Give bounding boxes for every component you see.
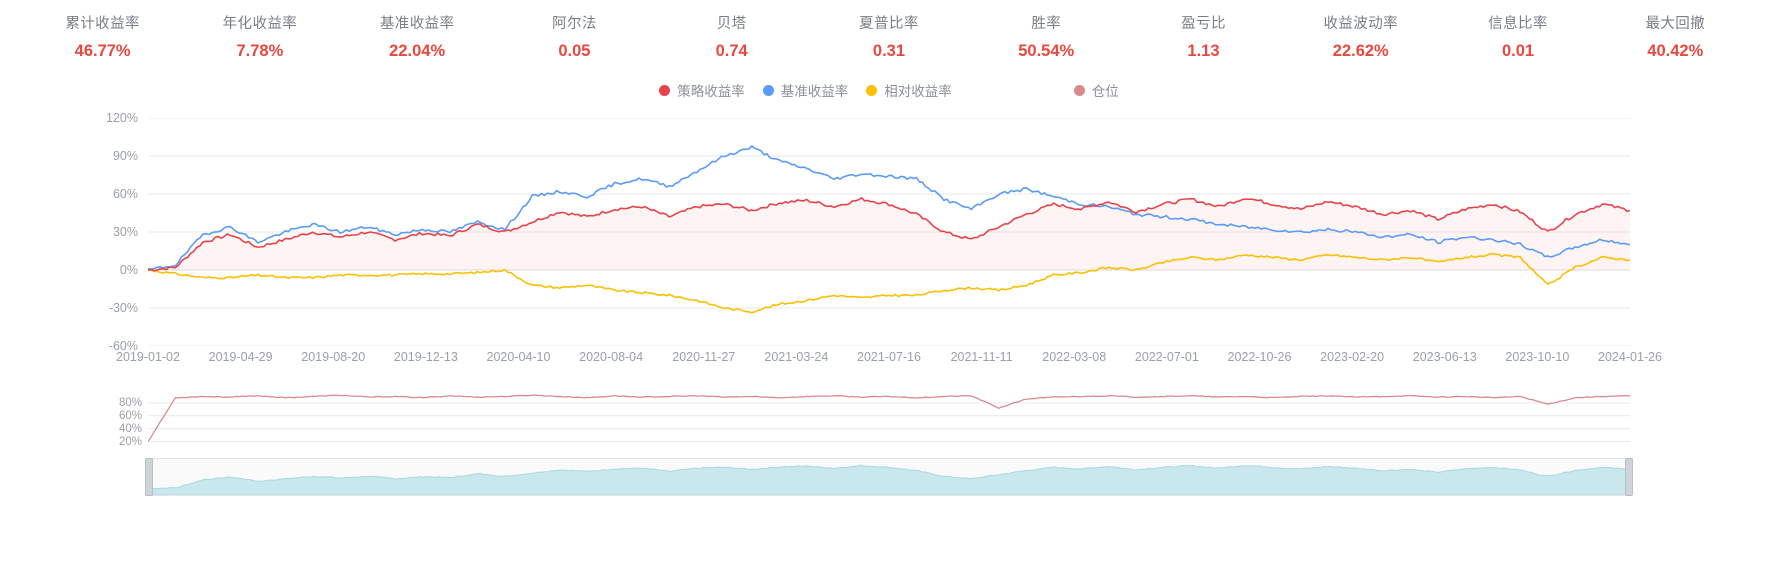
metric-label: 收益波动率 bbox=[1323, 16, 1398, 32]
benchmark-line bbox=[148, 145, 1630, 270]
y-axis-tick: -60% bbox=[108, 339, 138, 353]
position-axis-tick: 40% bbox=[118, 422, 142, 435]
x-axis-tick: 2020-11-27 bbox=[672, 350, 736, 364]
metric-label: 胜率 bbox=[1031, 16, 1062, 32]
metric-value: 46.77% bbox=[74, 42, 131, 60]
metric-label: 累计收益率 bbox=[65, 16, 140, 32]
x-axis-tick: 2020-08-04 bbox=[579, 350, 644, 364]
legend-item-0[interactable]: 策略收益率 bbox=[659, 80, 745, 100]
metric-3: 阿尔法 0.05 bbox=[496, 14, 653, 64]
position-axis-tick: 60% bbox=[118, 409, 142, 422]
legend-label: 相对收益率 bbox=[884, 84, 952, 99]
metric-value: 0.05 bbox=[558, 42, 591, 60]
main-plot-area bbox=[148, 118, 1630, 346]
x-axis-tick: 2023-02-20 bbox=[1320, 350, 1385, 364]
strategy-area-fill bbox=[148, 197, 1630, 271]
x-axis-tick: 2021-11-11 bbox=[950, 350, 1013, 364]
metric-label: 信息比率 bbox=[1488, 16, 1548, 32]
x-axis-tick: 2019-01-02 bbox=[116, 350, 180, 364]
metric-4: 贝塔 0.74 bbox=[653, 14, 810, 64]
y-axis-tick: 120% bbox=[106, 111, 138, 125]
relative-line bbox=[148, 253, 1630, 314]
datazoom-slider[interactable] bbox=[145, 458, 1633, 496]
legend-label: 仓位 bbox=[1091, 84, 1119, 99]
legend-label: 基准收益率 bbox=[780, 84, 849, 99]
metric-value: 7.78% bbox=[236, 42, 284, 60]
y-axis-tick: -30% bbox=[108, 301, 138, 315]
legend-item-3[interactable]: 仓位 bbox=[1073, 80, 1119, 100]
datazoom-handle-left[interactable] bbox=[145, 458, 153, 496]
returns-line-chart bbox=[148, 118, 1630, 346]
metric-2: 基准收益率 22.04% bbox=[339, 14, 496, 64]
legend-dot-icon bbox=[1073, 84, 1085, 96]
legend-dot-icon bbox=[762, 84, 774, 96]
metric-10: 最大回撤 40.42% bbox=[1597, 14, 1754, 64]
metric-6: 胜率 50.54% bbox=[968, 14, 1125, 64]
x-axis-tick: 2019-04-29 bbox=[208, 350, 273, 364]
datazoom-preview bbox=[149, 464, 1629, 495]
datazoom-handle-right[interactable] bbox=[1625, 458, 1633, 496]
metric-value: 0.74 bbox=[715, 42, 748, 60]
backtest-chart: 120% 90% 60% 30% 0% -30% -60% 2019-01-02 2019-0… bbox=[0, 104, 1778, 567]
chart-legend: 策略收益率 基准收益率 相对收益率 仓位 bbox=[0, 78, 1778, 102]
metric-value: 0.01 bbox=[1501, 42, 1535, 60]
metric-value: 40.42% bbox=[1647, 42, 1704, 60]
metric-label: 基准收益率 bbox=[379, 16, 455, 32]
position-axis-tick: 80% bbox=[118, 396, 142, 409]
x-axis-tick: 2021-03-24 bbox=[764, 350, 829, 364]
x-axis-tick: 2022-03-08 bbox=[1042, 350, 1107, 364]
metric-label: 盈亏比 bbox=[1181, 16, 1226, 32]
legend-item-1[interactable]: 基准收益率 bbox=[762, 80, 849, 100]
position-plot-area bbox=[148, 390, 1630, 448]
x-axis-tick: 2019-12-13 bbox=[393, 350, 458, 364]
x-axis-tick: 2019-08-20 bbox=[301, 350, 366, 364]
metric-9: 信息比率 0.01 bbox=[1439, 14, 1596, 64]
metric-value: 50.54% bbox=[1018, 42, 1075, 60]
metric-label: 贝塔 bbox=[716, 16, 747, 32]
position-line bbox=[148, 394, 1630, 443]
datazoom-area bbox=[149, 464, 1629, 495]
x-axis-tick: 2022-07-01 bbox=[1134, 350, 1199, 364]
x-axis-tick: 2021-07-16 bbox=[857, 350, 921, 364]
metric-value: 0.31 bbox=[872, 42, 906, 60]
strategy-line bbox=[148, 197, 1630, 272]
metric-value: 22.04% bbox=[389, 42, 446, 60]
metric-label: 阿尔法 bbox=[552, 16, 597, 32]
legend-label: 策略收益率 bbox=[677, 84, 745, 99]
metric-0: 累计收益率 46.77% bbox=[24, 14, 181, 64]
y-axis-tick: 0% bbox=[119, 263, 138, 277]
metric-label: 夏普比率 bbox=[859, 16, 919, 32]
metric-value: 22.62% bbox=[1332, 42, 1389, 60]
x-axis-tick: 2023-10-10 bbox=[1505, 350, 1570, 364]
legend-dot-icon bbox=[659, 84, 671, 96]
metric-5: 夏普比率 0.31 bbox=[810, 14, 967, 64]
x-axis-tick: 2024-01-26 bbox=[1598, 350, 1662, 364]
metric-1: 年化收益率 7.78% bbox=[181, 14, 338, 64]
metric-label: 年化收益率 bbox=[222, 16, 298, 32]
x-axis-tick: 2023-06-13 bbox=[1412, 350, 1477, 364]
x-axis-tick: 2020-04-10 bbox=[486, 350, 551, 364]
legend-dot-icon bbox=[866, 84, 878, 96]
position-line-chart bbox=[148, 394, 1630, 443]
metrics-summary-bar: 累计收益率 46.77% 年化收益率 7.78% 基准收益率 22.04% 阿尔法 0.05 贝… bbox=[0, 0, 1778, 72]
x-axis-tick: 2022-10-26 bbox=[1227, 350, 1292, 364]
y-axis-tick: 90% bbox=[112, 149, 138, 163]
metric-value: 1.13 bbox=[1187, 42, 1220, 60]
y-axis-tick: 30% bbox=[112, 225, 138, 239]
position-axis-tick: 20% bbox=[118, 435, 142, 448]
metric-7: 盈亏比 1.13 bbox=[1125, 14, 1282, 64]
y-axis-tick: 60% bbox=[112, 187, 138, 201]
metric-8: 收益波动率 22.62% bbox=[1282, 14, 1439, 64]
legend-item-2[interactable]: 相对收益率 bbox=[866, 80, 952, 100]
metric-label: 最大回撤 bbox=[1645, 16, 1706, 32]
